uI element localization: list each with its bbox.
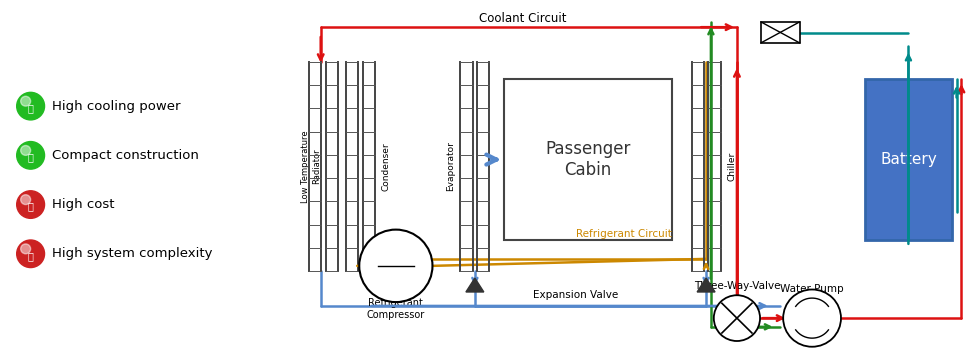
- Circle shape: [20, 145, 31, 155]
- Circle shape: [16, 142, 45, 169]
- Text: 👍: 👍: [28, 103, 34, 113]
- Text: Evaporator: Evaporator: [447, 142, 455, 192]
- Text: Condenser: Condenser: [382, 142, 391, 191]
- Text: Three-Way-Valve: Three-Way-Valve: [694, 281, 780, 291]
- Text: 👎: 👎: [28, 201, 34, 212]
- Bar: [865, 79, 952, 240]
- Polygon shape: [466, 278, 484, 292]
- Text: High system complexity: High system complexity: [52, 247, 213, 260]
- Text: Water Pump: Water Pump: [780, 284, 844, 294]
- Text: High cooling power: High cooling power: [52, 99, 181, 113]
- Circle shape: [714, 295, 760, 341]
- Text: Coolant Circuit: Coolant Circuit: [480, 12, 567, 25]
- Text: Passenger
Cabin: Passenger Cabin: [546, 140, 631, 179]
- Text: High cost: High cost: [52, 198, 115, 211]
- Circle shape: [16, 191, 45, 218]
- Circle shape: [20, 96, 31, 106]
- Circle shape: [359, 230, 432, 302]
- Bar: [761, 22, 799, 43]
- Circle shape: [20, 195, 31, 205]
- Text: Compact construction: Compact construction: [52, 149, 200, 162]
- Circle shape: [783, 290, 841, 347]
- Bar: [504, 79, 672, 240]
- Text: Battery: Battery: [880, 152, 937, 167]
- Text: Low Temperature
Radiator: Low Temperature Radiator: [301, 130, 321, 203]
- Circle shape: [20, 244, 31, 254]
- Text: Refrigerant
Compressor: Refrigerant Compressor: [366, 298, 425, 320]
- Text: Expansion Valve: Expansion Valve: [533, 291, 618, 301]
- Text: Chiller: Chiller: [728, 152, 736, 181]
- Circle shape: [16, 92, 45, 120]
- Circle shape: [16, 240, 45, 268]
- Text: Refrigerant Circuit: Refrigerant Circuit: [576, 229, 672, 240]
- Polygon shape: [697, 278, 715, 292]
- Text: 👍: 👍: [28, 152, 34, 162]
- Text: 👎: 👎: [28, 251, 34, 261]
